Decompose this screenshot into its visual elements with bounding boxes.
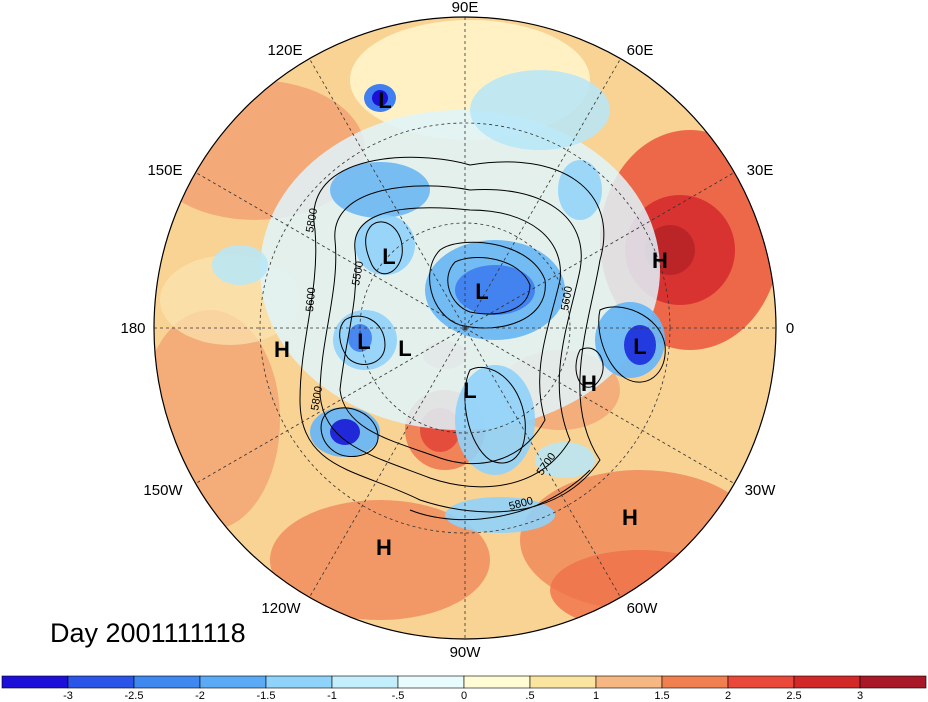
lon-label-150w: 150W <box>143 482 183 499</box>
lon-label-60w: 60W <box>627 600 659 617</box>
high-marker: H <box>622 505 638 530</box>
colorbar-tick-label: -.5 <box>392 690 405 702</box>
colorbar-swatch <box>199 675 267 689</box>
lon-label-90w: 90W <box>450 644 482 661</box>
high-marker: H <box>274 337 290 362</box>
colorbar-swatch <box>265 675 333 689</box>
contour-label: 5500 <box>350 260 366 286</box>
lon-label-30e: 30E <box>747 162 774 179</box>
colorbar-swatch <box>595 675 663 689</box>
lon-label-120w: 120W <box>261 600 301 617</box>
colorbar-tick-label: 3 <box>857 690 863 702</box>
contour-label: 5600 <box>304 287 318 312</box>
colorbar-tick-label: -2 <box>195 690 205 702</box>
low-marker: L <box>463 378 476 403</box>
lon-label-30w: 30W <box>745 482 777 499</box>
colorbar-tick-label: .5 <box>525 690 534 702</box>
lon-label-90e: 90E <box>452 0 479 16</box>
graticule <box>154 17 776 639</box>
lon-label-150e: 150E <box>147 162 182 179</box>
longitude-labels: 90E 60E 30E 0 30W 60W 90W 120W 150W 180 … <box>120 0 794 661</box>
height-contours <box>299 156 666 521</box>
colorbar-swatch <box>67 675 135 689</box>
low-marker: L <box>633 334 646 359</box>
map-boundary <box>153 16 777 640</box>
colorbar-tick-label: 1 <box>593 690 599 702</box>
colorbar-swatch <box>463 675 531 689</box>
contour-label: 5800 <box>304 207 320 233</box>
low-marker: L <box>378 88 391 113</box>
colorbar-swatch <box>661 675 729 689</box>
colorbar-swatch <box>1 675 69 689</box>
contour-label: 5600 <box>559 285 575 311</box>
high-marker: H <box>376 535 392 560</box>
colorbar-swatch <box>727 675 795 689</box>
colorbar-swatch <box>529 675 597 689</box>
lon-label-120e: 120E <box>267 42 302 59</box>
low-marker: L <box>475 279 488 304</box>
lon-label-60e: 60E <box>627 42 654 59</box>
colorbar-tick-label: -2.5 <box>125 690 144 702</box>
day-title: Day 2001111118 <box>50 618 246 648</box>
colorbar-tick-label: -1.5 <box>257 690 276 702</box>
colorbar-tick-label: 2.5 <box>786 690 801 702</box>
low-marker: L <box>382 244 395 269</box>
anomaly-shading <box>154 17 776 639</box>
colorbar-swatch <box>133 675 201 689</box>
colorbar-swatch <box>397 675 465 689</box>
lon-label-180: 180 <box>120 320 145 337</box>
colorbar-tick-label: -1 <box>327 690 337 702</box>
low-marker: L <box>357 329 370 354</box>
pressure-markers: L L L L L L L H H H H H <box>274 88 668 560</box>
high-marker: H <box>581 371 597 396</box>
colorbar-tick-label: 0 <box>461 690 467 702</box>
colorbar-swatch <box>793 675 861 689</box>
colorbar-tick-label: -3 <box>63 690 73 702</box>
high-marker: H <box>652 248 668 273</box>
colorbar-tick-label: 2 <box>725 690 731 702</box>
contour-label: 5800 <box>309 385 325 411</box>
colorbar-swatch <box>331 675 399 689</box>
low-marker: L <box>398 336 411 361</box>
lon-label-0: 0 <box>786 320 794 337</box>
colorbar: -3 -2.5 -2 -1.5 -1 -.5 0 .5 1 1.5 2 2.5 3 <box>1 675 927 702</box>
colorbar-tick-label: 1.5 <box>654 690 669 702</box>
colorbar-swatch <box>859 675 927 689</box>
